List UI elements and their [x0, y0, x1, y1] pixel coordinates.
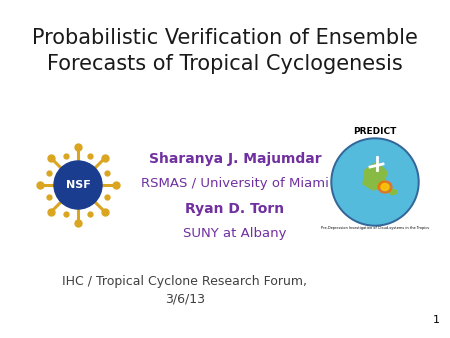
- Text: PREDICT: PREDICT: [353, 127, 397, 136]
- Text: Sharanya J. Majumdar: Sharanya J. Majumdar: [148, 152, 321, 166]
- Text: SUNY at Albany: SUNY at Albany: [183, 227, 287, 240]
- Ellipse shape: [381, 184, 389, 191]
- Text: Pre-Depression Investigation of Cloud-systems in the Tropics: Pre-Depression Investigation of Cloud-sy…: [321, 226, 429, 230]
- Circle shape: [331, 138, 419, 226]
- Text: NSF: NSF: [66, 180, 90, 190]
- Text: Probabilistic Verification of Ensemble
Forecasts of Tropical Cyclogenesis: Probabilistic Verification of Ensemble F…: [32, 28, 418, 74]
- Polygon shape: [363, 162, 387, 190]
- Circle shape: [333, 140, 417, 224]
- Text: RSMAS / University of Miami: RSMAS / University of Miami: [141, 177, 329, 190]
- Circle shape: [54, 161, 102, 209]
- Text: IHC / Tropical Cyclone Research Forum,
3/6/13: IHC / Tropical Cyclone Research Forum, 3…: [63, 275, 307, 306]
- Text: 1: 1: [433, 315, 440, 325]
- Ellipse shape: [378, 181, 392, 193]
- Ellipse shape: [389, 190, 397, 194]
- Text: Ryan D. Torn: Ryan D. Torn: [185, 202, 284, 216]
